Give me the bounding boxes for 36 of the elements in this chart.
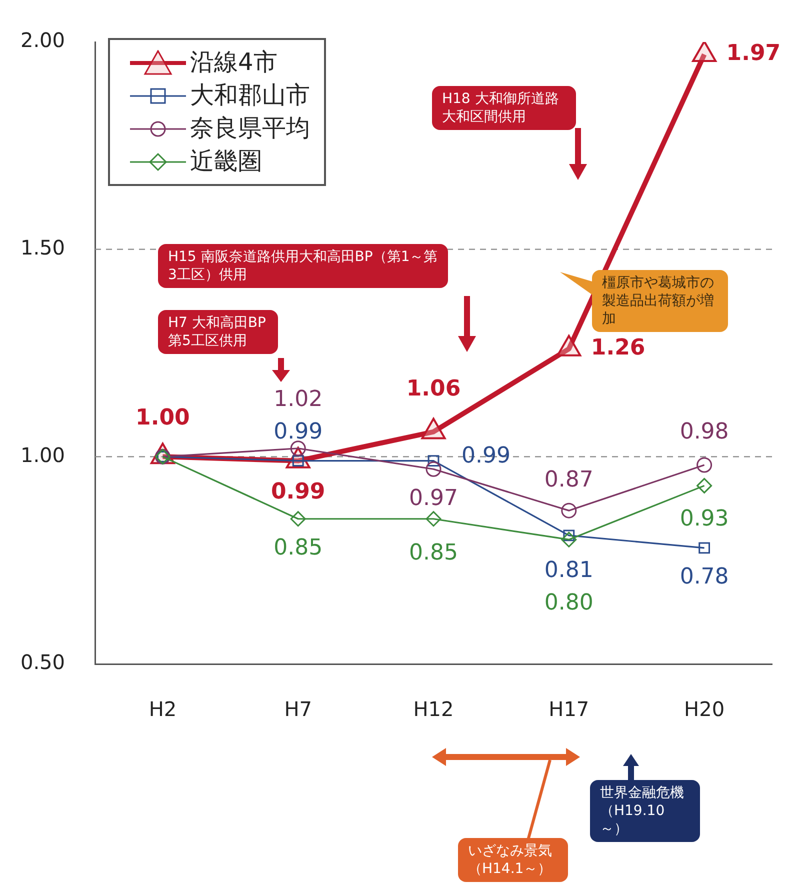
x-tick-label: H2 (148, 697, 177, 722)
data-label: 0.99 (462, 444, 510, 469)
legend-label: 近畿圏 (190, 146, 262, 177)
x-tick-label: H12 (413, 697, 454, 722)
annotation: H7 大和高田BP 第5工区供用 (158, 310, 278, 354)
data-label: 0.98 (680, 420, 729, 445)
annotation: 橿原市や葛城市の製造品出荷額が増加 (592, 270, 728, 332)
x-tick-label: H7 (284, 697, 312, 722)
data-label: 0.99 (270, 480, 326, 505)
data-label: 1.26 (590, 336, 646, 361)
y-tick-label: 2.00 (20, 28, 65, 52)
data-label: 0.85 (274, 536, 323, 561)
text: 世界金融危機（H19.10～） (590, 780, 700, 842)
data-label: 0.80 (544, 590, 594, 616)
data-label: 1.97 (726, 41, 781, 66)
data-label: 0.93 (680, 506, 729, 532)
legend-label: 奈良県平均 (190, 113, 310, 144)
x-tick-label: H20 (684, 697, 725, 722)
data-label: 1.06 (406, 376, 461, 402)
annotation: H18 大和御所道路大和区間供用 (432, 86, 576, 130)
y-tick-label: 1.50 (20, 236, 65, 260)
data-label: 1.02 (274, 387, 323, 412)
data-label: 1.00 (136, 405, 190, 430)
data-label: 0.81 (544, 558, 594, 584)
text: いざなみ景気（H14.1～） (458, 838, 568, 882)
y-tick-label: 0.50 (20, 650, 65, 674)
legend-label: 大和郡山市 (190, 80, 310, 111)
x-tick-label: H17 (548, 697, 590, 722)
data-label: 0.87 (544, 467, 594, 492)
data-label: 0.78 (680, 564, 729, 590)
y-tick-label: 1.00 (20, 442, 65, 467)
legend-label: 沿線4市 (190, 47, 278, 78)
data-label: 0.85 (409, 540, 458, 566)
data-label: 0.97 (409, 486, 458, 511)
data-label: 0.99 (274, 420, 323, 445)
annotation: H15 南阪奈道路供用大和高田BP（第1～第3工区）供用 (158, 244, 448, 288)
